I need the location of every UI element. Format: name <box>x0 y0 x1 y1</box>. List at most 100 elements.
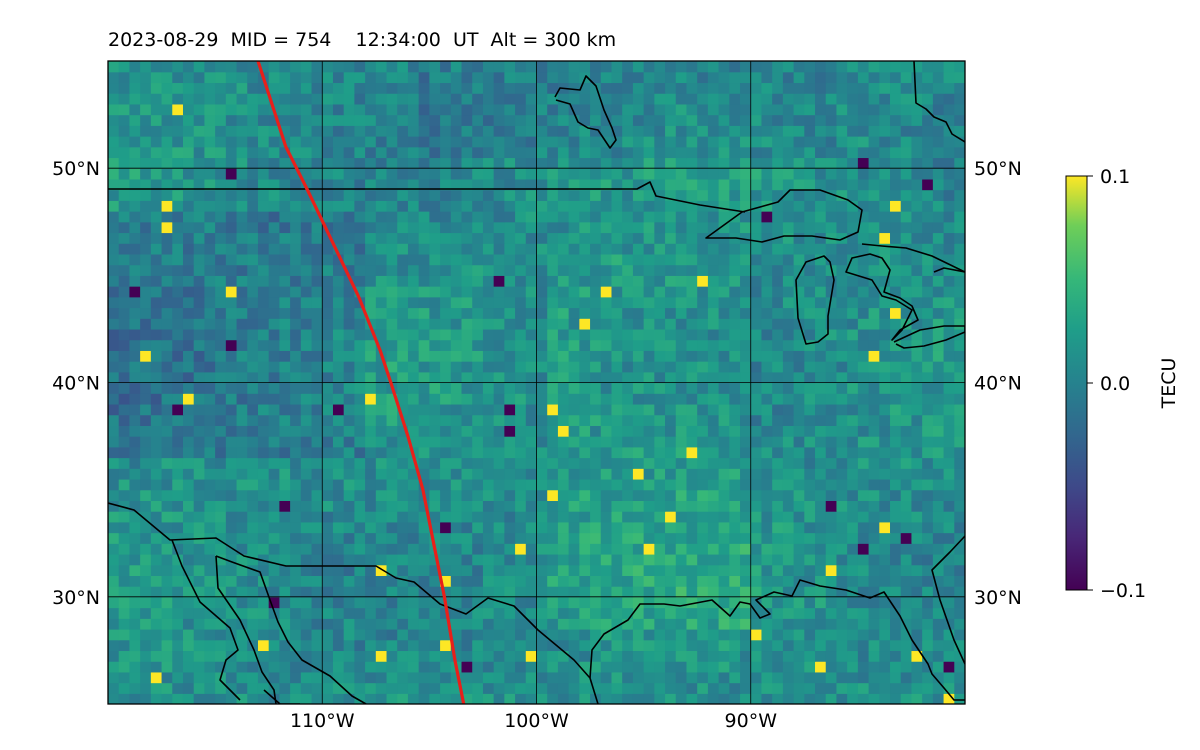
tec-cell <box>954 103 965 116</box>
tec-cell <box>590 350 602 362</box>
tec-cell <box>665 564 677 576</box>
tec-cell <box>407 425 420 437</box>
tec-cell <box>622 682 634 694</box>
tec-cell <box>911 671 923 684</box>
tec-cell <box>129 264 141 276</box>
tec-cell <box>172 393 184 405</box>
tec-cell <box>579 693 591 704</box>
tec-cell <box>632 553 645 566</box>
tec-cell <box>793 350 805 362</box>
tec-cell <box>675 61 688 73</box>
tec-cell <box>182 468 195 480</box>
tec-cell <box>686 136 698 148</box>
tec-cell <box>429 532 441 544</box>
tec-cell <box>879 71 891 84</box>
tec-cell <box>418 125 430 137</box>
tec-cell <box>493 553 505 566</box>
tec-cell <box>204 650 216 662</box>
tec-cell <box>407 189 420 201</box>
tec-cell <box>547 661 559 673</box>
tec-cell <box>461 114 473 126</box>
tec-cell <box>890 457 902 469</box>
tec-cell <box>643 296 655 309</box>
tec-cell <box>429 639 441 652</box>
tec-cell <box>922 286 934 298</box>
tec-cell <box>493 468 505 480</box>
tec-cell <box>118 468 131 480</box>
tec-cell <box>161 328 173 341</box>
tec-cell <box>622 436 634 448</box>
tec-cell <box>332 71 345 84</box>
tec-cell <box>172 114 184 126</box>
tec-cell <box>140 596 152 609</box>
tec-cell <box>247 553 259 566</box>
map-area[interactable] <box>108 61 966 705</box>
tec-cell <box>461 361 473 373</box>
tec-cell <box>611 200 623 212</box>
tec-cell <box>675 607 688 619</box>
tec-cell <box>900 628 913 641</box>
tec-cell <box>707 436 720 448</box>
tec-cell <box>729 425 741 437</box>
tec-cell <box>504 318 516 330</box>
tec-cell <box>815 521 827 534</box>
tec-cell <box>482 586 495 598</box>
tec-cell <box>697 618 709 630</box>
tec-cell <box>268 243 280 255</box>
tec-cell <box>365 650 377 662</box>
tec-cell <box>568 446 580 459</box>
tec-cell <box>172 521 184 534</box>
tec-cell <box>407 146 420 159</box>
tec-cell <box>793 253 805 266</box>
tec-cell <box>622 178 634 191</box>
tec-cell <box>675 307 688 319</box>
tec-cell <box>247 639 259 652</box>
tec-cell <box>954 243 965 255</box>
tec-cell <box>622 414 634 426</box>
tec-cell <box>182 403 195 416</box>
tec-cell <box>836 232 848 244</box>
tec-cell <box>247 146 259 159</box>
tec-cell <box>322 500 334 512</box>
tec-cell <box>300 682 313 694</box>
tec-cell <box>450 189 463 201</box>
tec-cell <box>568 328 580 341</box>
tec-cell <box>686 114 698 126</box>
tec-cell <box>815 157 827 169</box>
tec-cell <box>761 307 773 319</box>
tec-cell <box>654 543 666 555</box>
tec-cell <box>568 521 580 534</box>
tec-cell <box>782 178 795 191</box>
tec-cell <box>536 618 548 630</box>
tec-cell <box>472 575 484 587</box>
tec-cell <box>632 425 645 437</box>
tec-cell <box>868 114 880 126</box>
tec-cell <box>868 328 880 341</box>
tec-cell <box>547 457 559 469</box>
tec-cell <box>504 575 516 587</box>
tec-cell <box>740 425 752 437</box>
tec-cell <box>900 253 913 266</box>
tec-cell <box>118 243 131 255</box>
tec-cell <box>493 253 505 266</box>
tec-cell <box>772 468 784 480</box>
tec-cell <box>579 200 591 212</box>
tec-cell <box>857 436 870 448</box>
tec-cell <box>632 71 645 84</box>
tec-cell <box>482 253 495 266</box>
tec-cell <box>461 682 473 694</box>
tec-cell <box>590 178 602 191</box>
tec-cell <box>140 71 152 84</box>
tec-cell <box>868 521 880 534</box>
tec-cell <box>225 125 238 137</box>
tec-cell <box>504 264 516 276</box>
tec-cell <box>247 650 259 662</box>
tec-cell <box>365 157 377 169</box>
tec-cell <box>215 253 227 266</box>
tec-cell <box>407 93 420 105</box>
tec-cell <box>611 628 623 641</box>
tec-cell <box>772 264 784 276</box>
tec-cell <box>322 71 334 84</box>
tec-cell <box>118 71 131 84</box>
tec-cell <box>557 71 570 84</box>
